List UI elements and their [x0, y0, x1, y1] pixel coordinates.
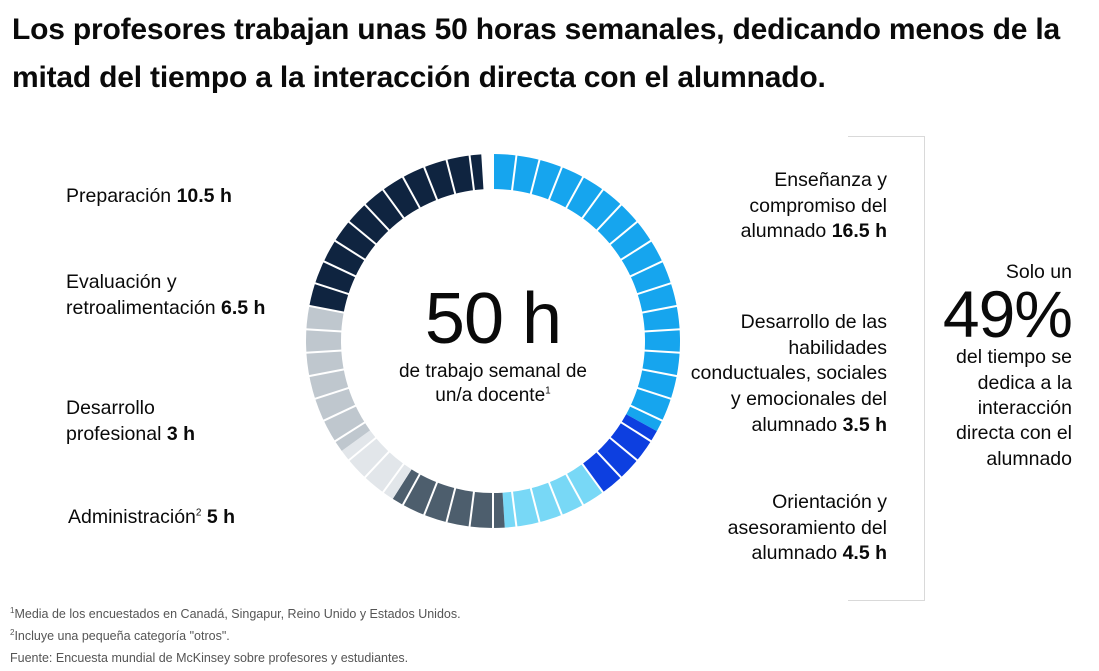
stat-percent: 49%	[942, 277, 1073, 352]
donut-segment-divider	[363, 203, 391, 232]
donut-segment-divider	[322, 260, 357, 278]
donut-segment-divider	[468, 154, 476, 192]
footnote-ref-1: 1	[545, 385, 551, 397]
stat-prefix: Solo un	[1005, 261, 1072, 283]
donut-segment-divider	[381, 462, 406, 494]
label-orientacion-name: Orientación y asesoramiento del alumnado	[727, 491, 887, 565]
label-administracion: Administración2 5 h	[68, 505, 235, 531]
footnote-2-marker: 2	[10, 627, 15, 637]
donut-segment-divider	[401, 472, 422, 507]
label-evaluacion-value: 6.5 h	[221, 296, 266, 319]
donut-segment-divider	[641, 304, 678, 314]
label-administracion-value: 5 h	[206, 506, 236, 528]
donut-segment-divider	[636, 281, 673, 296]
donut-segment-divider	[595, 450, 623, 479]
donut-segment-divider	[305, 349, 343, 354]
donut-slice-ensenanza-y-compromiso-del-alumnado	[493, 154, 681, 432]
total-hours-caption: de trabajo semanal de un/a docente1	[388, 360, 598, 408]
donut-slice-orientacion-y-asesoramiento-del-alumnado	[502, 463, 603, 528]
label-desarrollo-profesional-name: Desarrollo profesional	[66, 397, 162, 445]
donut-segment-divider	[619, 239, 653, 261]
donut-segment-divider	[580, 188, 605, 220]
donut-segment-divider	[510, 490, 518, 528]
label-habilidades-name: Desarrollo de las habilidades conductual…	[690, 311, 887, 436]
donut-segment-divider	[445, 158, 457, 195]
donut-segment-divider	[333, 239, 367, 261]
donut-segment-divider	[305, 328, 343, 333]
donut-segment-divider	[547, 165, 564, 201]
donut-segment-divider	[422, 481, 439, 517]
donut-slice-evaluacion-y-retroalimentacion	[306, 305, 371, 451]
footnote-2-text: Incluye una pequeña categoría "otros".	[14, 629, 230, 643]
donut-segment-divider	[510, 154, 518, 192]
donut-segment-divider	[422, 165, 439, 201]
label-habilidades: Desarrollo de las habilidades conductual…	[690, 310, 887, 439]
donut-segment-divider	[595, 203, 623, 232]
donut-segment-divider	[445, 487, 457, 524]
footnote-2: 2Incluye una pequeña categoría "otros".	[10, 627, 230, 643]
direct-interaction-stat: Solo un 49% del tiempo se dedica a la in…	[936, 260, 1073, 472]
label-desarrollo-profesional: Desarrollo profesional 3 h	[66, 396, 206, 447]
donut-segment-divider	[580, 462, 605, 494]
label-preparacion: Preparación 10.5 h	[66, 184, 232, 210]
donut-slice-preparacion	[309, 154, 484, 313]
total-hours-subtitle: de trabajo semanal de un/a docente	[398, 361, 587, 406]
donut-segment-divider	[347, 436, 378, 462]
label-administracion-name: Administración	[68, 506, 196, 528]
donut-slice-administracion	[392, 469, 505, 528]
label-habilidades-value: 3.5 h	[842, 413, 887, 436]
label-preparacion-name: Preparación	[66, 185, 172, 207]
donut-segment-divider	[564, 175, 585, 210]
label-ensenanza: Enseñanza y compromiso del alumnado 16.5…	[700, 168, 887, 245]
donut-segment-divider	[322, 404, 357, 422]
donut-segment-divider	[381, 188, 406, 220]
donut-segment-divider	[643, 349, 681, 354]
label-preparacion-value: 10.5 h	[176, 185, 232, 207]
donut-segment-divider	[313, 281, 350, 296]
label-evaluacion-name: Evaluación y retroalimentación	[66, 271, 216, 319]
label-orientacion: Orientación y asesoramiento del alumnado…	[720, 490, 887, 567]
chart-title: Los profesores trabajan unas 50 horas se…	[12, 13, 1061, 94]
donut-segment-divider	[619, 421, 653, 443]
donut-segment-divider	[564, 472, 585, 507]
total-hours-value: 50 h	[424, 279, 562, 359]
donut-segment-divider	[363, 450, 391, 479]
donut-segment-divider	[547, 481, 564, 517]
donut-segment-divider	[629, 404, 664, 422]
label-orientacion-value: 4.5 h	[842, 542, 887, 565]
direct-interaction-bracket	[848, 136, 925, 601]
label-ensenanza-name: Enseñanza y compromiso del alumnado	[740, 169, 887, 243]
donut-segment-divider	[608, 220, 639, 246]
donut-segment-divider	[401, 175, 422, 210]
donut-segment-divider	[308, 304, 345, 314]
footnote-1-marker: 1	[10, 605, 15, 615]
donut-segment-divider	[313, 386, 350, 401]
source-note: Fuente: Encuesta mundial de McKinsey sob…	[10, 651, 409, 665]
donut-segment-divider	[629, 260, 664, 278]
stat-suffix: del tiempo se dedica a la interacción di…	[956, 346, 1072, 470]
donut-segment-divider	[643, 328, 681, 333]
footnote-ref-2: 2	[195, 507, 202, 519]
donut-segment-divider	[468, 490, 476, 528]
donut-segment-divider	[641, 368, 678, 378]
donut-segment-divider	[308, 368, 345, 378]
donut-segment-divider	[636, 386, 673, 401]
donut-segment-divider	[333, 421, 367, 443]
footnote-1: 1Media de los encuestados en Canadá, Sin…	[10, 605, 461, 621]
label-evaluacion: Evaluación y retroalimentación 6.5 h	[66, 270, 296, 321]
label-ensenanza-value: 16.5 h	[831, 220, 887, 243]
footnote-1-text: Media de los encuestados en Canadá, Sing…	[14, 607, 461, 621]
donut-segment-divider	[608, 436, 639, 462]
donut-segment-divider	[529, 487, 541, 524]
donut-segment-divider	[529, 158, 541, 195]
donut-segment-divider	[347, 220, 378, 246]
label-desarrollo-profesional-value: 3 h	[166, 422, 196, 445]
